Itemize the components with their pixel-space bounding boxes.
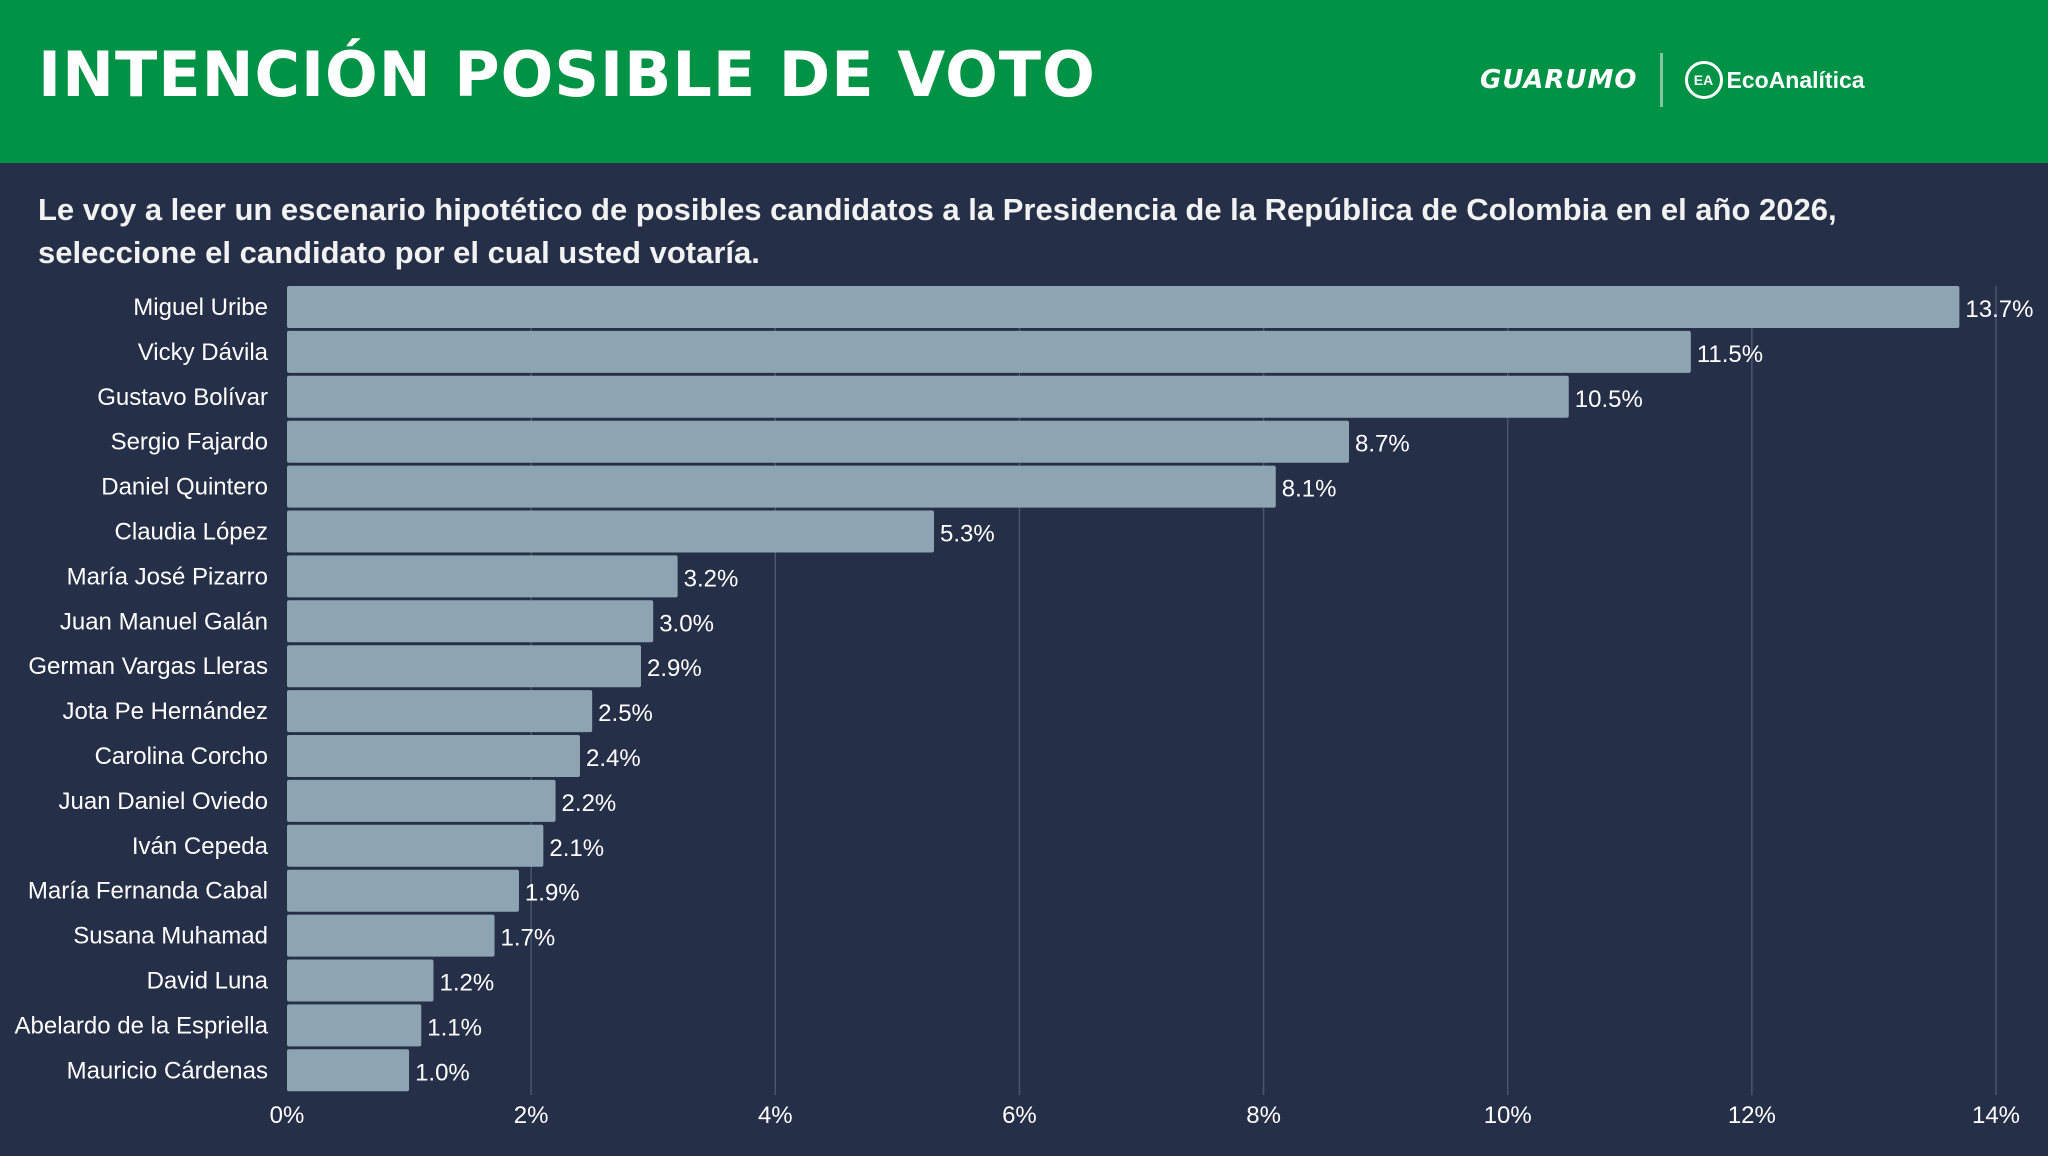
x-tick-label: 10%: [1484, 1102, 1532, 1129]
data-label: 8.1%: [1282, 476, 1337, 503]
category-label: Vicky Dávila: [138, 339, 269, 366]
bar: [287, 779, 556, 822]
data-label: 2.1%: [549, 835, 604, 862]
category-label: German Vargas Lleras: [28, 653, 268, 680]
bar: [287, 869, 519, 912]
data-label: 2.4%: [586, 745, 641, 772]
bar: [287, 959, 434, 1002]
data-label: 1.9%: [525, 880, 580, 907]
bar: [287, 555, 678, 598]
x-tick-label: 0%: [270, 1102, 305, 1129]
data-label: 10.5%: [1575, 386, 1643, 413]
bar: [287, 645, 642, 688]
x-tick-label: 4%: [758, 1102, 793, 1129]
bar: [287, 914, 495, 957]
category-label: Iván Cepeda: [132, 833, 269, 860]
x-tick-label: 12%: [1728, 1102, 1776, 1129]
data-label: 1.2%: [439, 970, 494, 997]
bar: [287, 510, 934, 553]
logos: GUARUMO EA EcoAnalítica: [1480, 50, 1865, 110]
x-tick-label: 8%: [1246, 1102, 1281, 1129]
data-label: 2.9%: [647, 655, 702, 682]
category-label: Abelardo de la Espriella: [15, 1012, 269, 1039]
data-label: 3.0%: [659, 610, 714, 637]
data-label: 1.7%: [501, 925, 556, 952]
x-tick-label: 6%: [1002, 1102, 1037, 1129]
data-label: 8.7%: [1355, 431, 1410, 458]
bar: [287, 600, 654, 643]
category-label: Juan Manuel Galán: [60, 608, 268, 635]
data-label: 11.5%: [1697, 341, 1763, 368]
bar: [287, 465, 1276, 508]
data-label: 2.2%: [562, 790, 617, 817]
data-label: 1.0%: [415, 1059, 470, 1086]
data-label: 2.5%: [598, 700, 653, 727]
category-label: María José Pizarro: [67, 563, 268, 590]
category-label: Mauricio Cárdenas: [67, 1057, 268, 1084]
data-label: 13.7%: [1965, 296, 2033, 323]
guarumo-logo: GUARUMO: [1480, 65, 1638, 95]
category-label: Jota Pe Hernández: [63, 698, 268, 725]
ecoanalitica-text: EcoAnalítica: [1726, 66, 1865, 93]
ecoanalitica-logo: EA EcoAnalítica: [1684, 61, 1865, 99]
category-label: Miguel Uribe: [133, 294, 268, 321]
category-label: Susana Muhamad: [73, 923, 268, 950]
category-label: Carolina Corcho: [95, 743, 268, 770]
logo-divider: [1659, 53, 1663, 107]
bar: [287, 375, 1569, 418]
bar: [287, 824, 544, 867]
data-label: 3.2%: [684, 565, 739, 592]
category-label: María Fernanda Cabal: [28, 878, 268, 905]
bar: [287, 735, 580, 777]
data-label: 5.3%: [940, 521, 995, 548]
page-title: INTENCIÓN POSIBLE DE VOTO: [38, 38, 1096, 111]
category-label: Gustavo Bolívar: [97, 384, 268, 411]
ecoanalitica-icon: EA: [1684, 61, 1723, 99]
bar: [287, 420, 1350, 463]
category-label: Daniel Quintero: [101, 474, 268, 501]
category-label: Claudia López: [115, 519, 268, 546]
category-label: Sergio Fajardo: [111, 429, 268, 456]
x-tick-label: 2%: [514, 1102, 549, 1129]
bar: [287, 1004, 422, 1047]
bar: [287, 330, 1691, 373]
header-banner: INTENCIÓN POSIBLE DE VOTO GUARUMO EA Eco…: [0, 0, 2048, 163]
bar: [287, 690, 593, 733]
data-label: 1.1%: [427, 1014, 482, 1041]
chart-subtitle: Le voy a leer un escenario hipotético de…: [38, 192, 1837, 270]
category-label: David Luna: [147, 968, 269, 995]
bar: [287, 286, 1960, 328]
bar: [287, 1049, 410, 1092]
x-tick-label: 14%: [1972, 1102, 2020, 1129]
category-label: Juan Daniel Oviedo: [59, 788, 268, 815]
